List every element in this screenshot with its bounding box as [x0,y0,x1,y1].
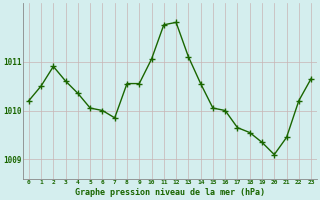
X-axis label: Graphe pression niveau de la mer (hPa): Graphe pression niveau de la mer (hPa) [75,188,265,197]
